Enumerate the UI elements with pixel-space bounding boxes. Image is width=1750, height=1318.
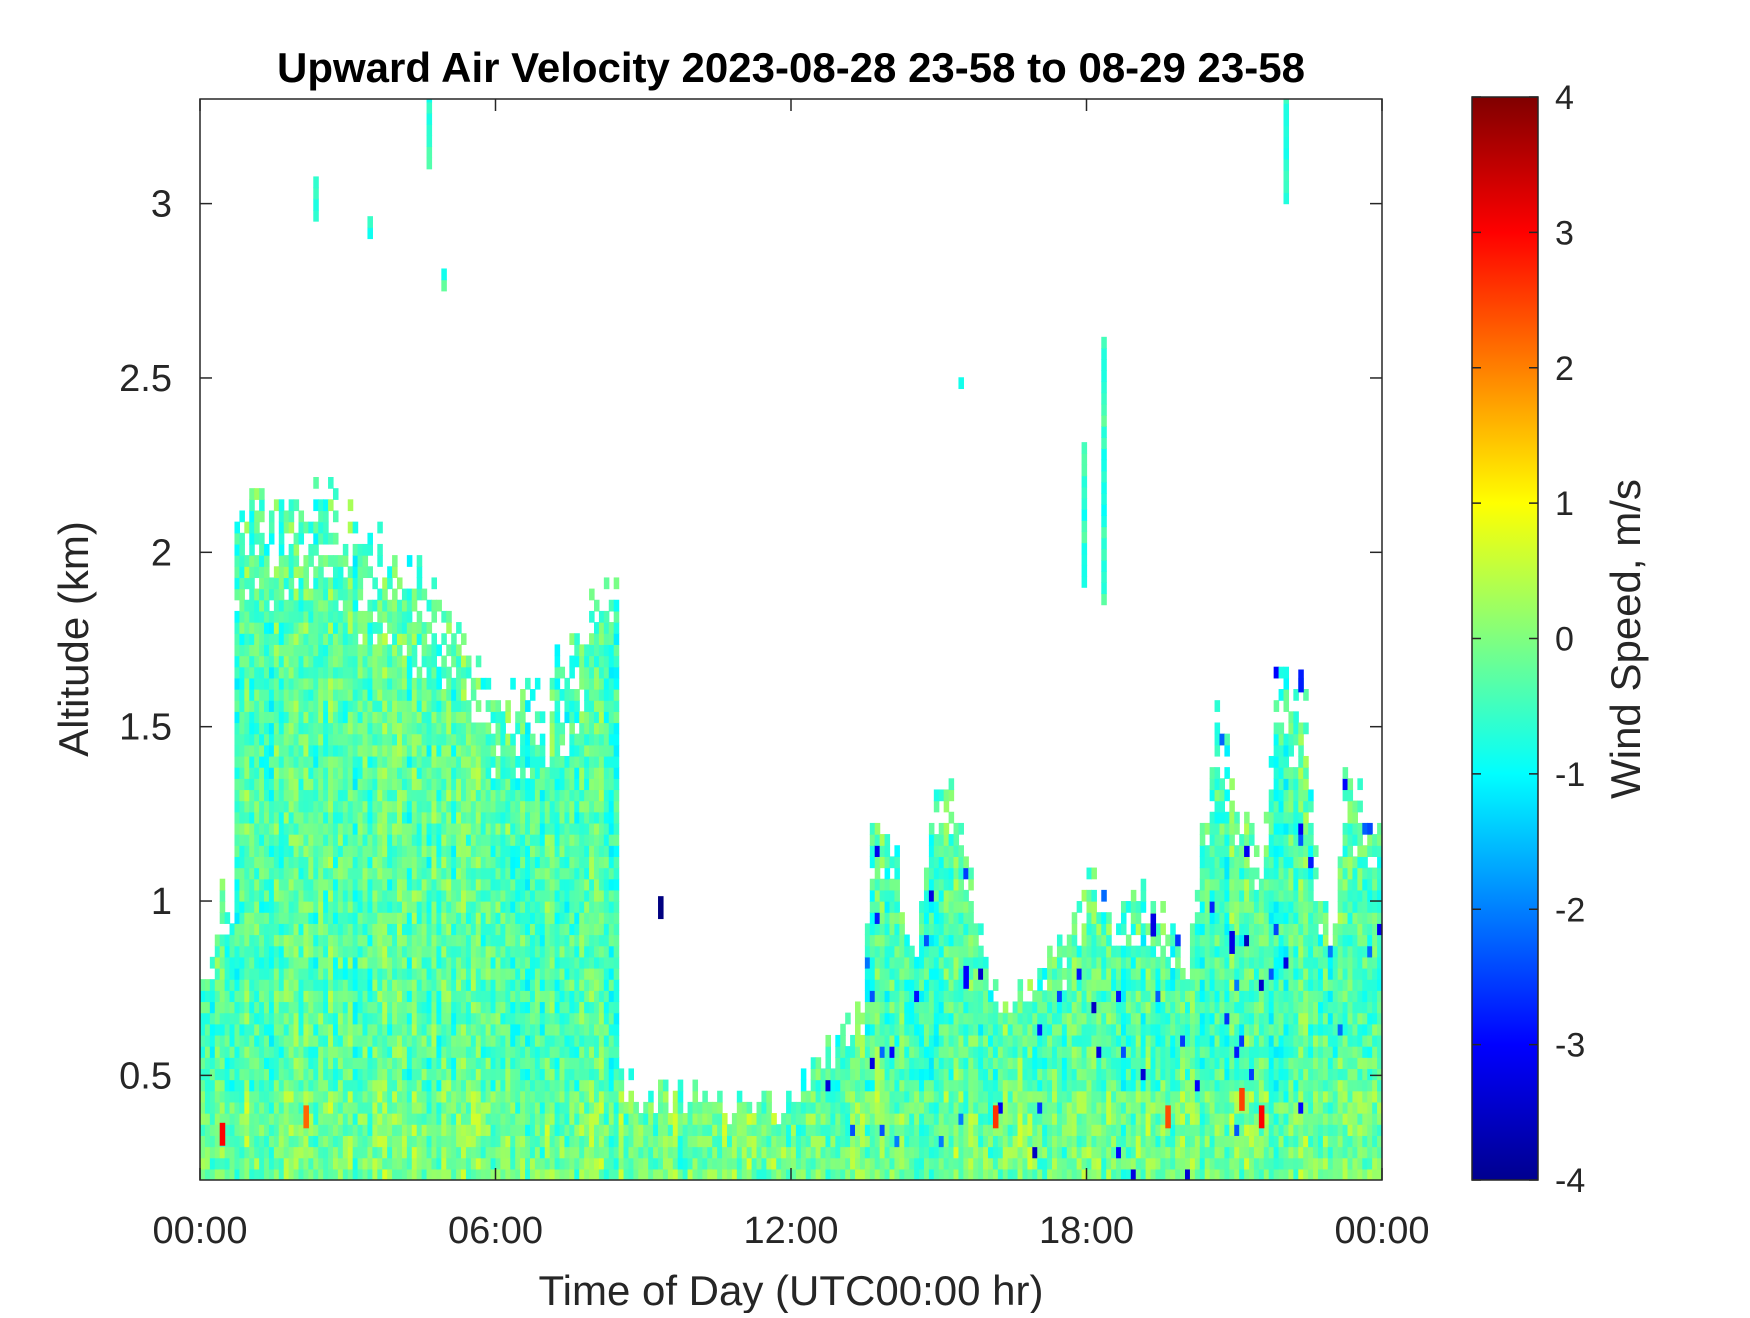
x-axis-label: Time of Day (UTC00:00 hr) [539,1267,1044,1313]
x-tick-label: 00:00 [1334,1210,1429,1252]
y-tick-label: 0.5 [119,1055,172,1097]
x-tick-label: 18:00 [1039,1210,1134,1252]
y-tick-label: 3 [151,184,172,226]
y-tick-label: 1.5 [119,707,172,749]
x-tick-label: 06:00 [448,1210,543,1252]
colorbar-tick-label: -1 [1555,756,1585,794]
y-axis-label: Altitude (km) [50,521,97,757]
colorbar-tick-label: 3 [1555,214,1574,252]
colorbar-label: Wind Speed, m/s [1602,479,1649,799]
chart-title: Upward Air Velocity 2023-08-28 23-58 to … [277,44,1305,91]
y-tick-label: 2.5 [119,358,172,400]
y-tick-label: 1 [151,881,172,923]
colorbar-tick-label: -2 [1555,891,1585,929]
colorbar [1472,97,1538,1180]
colorbar-tick-label: -4 [1555,1162,1585,1200]
colorbar-tick-label: 1 [1555,485,1574,523]
x-tick-label: 12:00 [743,1210,838,1252]
colorbar-tick-label: 0 [1555,621,1574,659]
colorbar-tick-label: 2 [1555,350,1574,388]
colorbar-tick-label: 4 [1555,79,1574,117]
y-tick-label: 2 [151,532,172,574]
colorbar-tick-label: -3 [1555,1027,1585,1065]
x-tick-label: 00:00 [152,1210,247,1252]
heatmap-cells [200,91,1383,1181]
